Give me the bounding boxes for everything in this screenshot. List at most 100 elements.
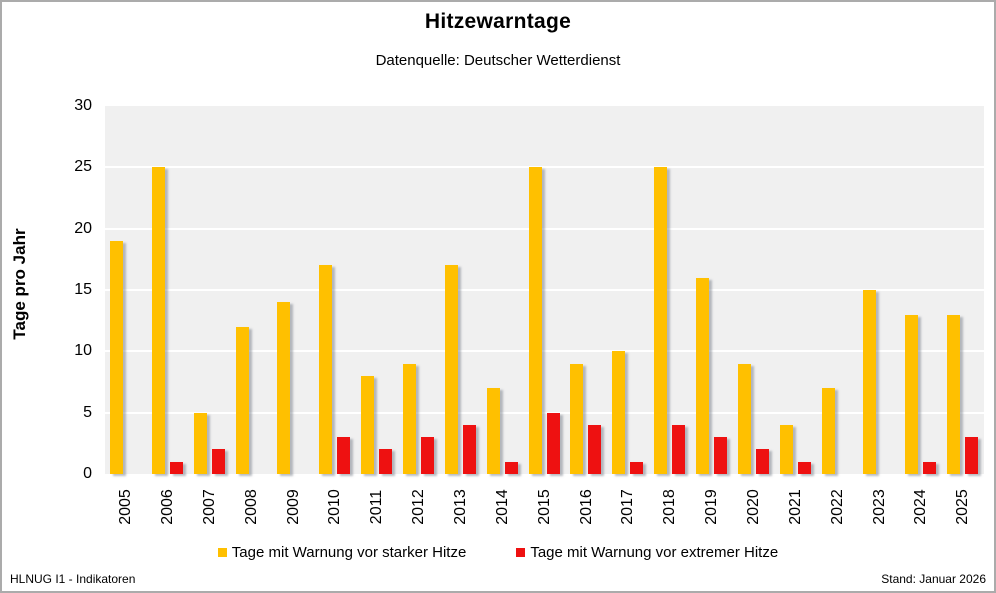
bar-starke-hitze-2015 bbox=[528, 167, 542, 474]
gridline-20 bbox=[105, 227, 984, 230]
bar-extreme-hitze-2019 bbox=[714, 437, 727, 474]
x-tick-label-2013: 2013 bbox=[451, 489, 469, 525]
bar-starke-hitze-2012 bbox=[403, 363, 416, 474]
bar-extreme-hitze-2010 bbox=[337, 437, 351, 474]
legend-item-starke-hitze: Tage mit Warnung vor starker Hitze bbox=[217, 544, 467, 561]
bar-extreme-hitze-2024 bbox=[923, 461, 937, 474]
footer-right-text: Stand: Januar 2026 bbox=[881, 572, 986, 586]
plot-area bbox=[105, 106, 984, 474]
bar-starke-hitze-2013 bbox=[444, 265, 458, 474]
bar-group-2021 bbox=[775, 106, 817, 474]
bar-starke-hitze-2008 bbox=[235, 326, 249, 474]
bar-starke-hitze-2005 bbox=[110, 240, 123, 474]
legend: Tage mit Warnung vor starker Hitze Tage m… bbox=[2, 544, 994, 561]
x-tick-label-2025: 2025 bbox=[954, 489, 972, 525]
gridline-25 bbox=[105, 166, 984, 169]
bar-extreme-hitze-2018 bbox=[672, 424, 686, 474]
footer-left-text: HLNUG I1 - Indikatoren bbox=[10, 572, 136, 586]
gridline-15 bbox=[105, 289, 984, 291]
y-tick-label-25: 25 bbox=[74, 158, 92, 176]
bar-group-2005 bbox=[105, 106, 147, 474]
chart-subtitle: Datenquelle: Deutscher Wetterdienst bbox=[375, 52, 621, 69]
bar-starke-hitze-2010 bbox=[319, 265, 333, 474]
y-tick-label-30: 30 bbox=[74, 97, 92, 114]
bar-extreme-hitze-2006 bbox=[169, 461, 183, 474]
bar-group-2013 bbox=[440, 106, 482, 474]
bar-extreme-hitze-2025 bbox=[965, 437, 979, 474]
x-tick-label-2023: 2023 bbox=[870, 489, 888, 525]
bar-extreme-hitze-2020 bbox=[755, 449, 769, 474]
x-tick-label-2022: 2022 bbox=[828, 489, 846, 525]
bar-group-2015 bbox=[524, 106, 566, 474]
bar-starke-hitze-2020 bbox=[737, 363, 751, 474]
bar-extreme-hitze-2016 bbox=[588, 424, 602, 474]
y-axis-ticks: 0 5 10 15 20 25 30 bbox=[2, 98, 92, 482]
bar-extreme-hitze-2011 bbox=[379, 449, 393, 474]
x-tick-label-2008: 2008 bbox=[242, 489, 260, 525]
bar-starke-hitze-2011 bbox=[361, 375, 375, 474]
x-tick-label-2007: 2007 bbox=[200, 489, 218, 525]
legend-label-starke-hitze: Tage mit Warnung vor starker Hitze bbox=[231, 544, 467, 561]
gridline-10 bbox=[105, 350, 984, 353]
bar-group-2009 bbox=[272, 106, 314, 474]
bar-group-2024 bbox=[900, 106, 942, 474]
bar-group-2017 bbox=[607, 106, 649, 474]
bar-starke-hitze-2007 bbox=[193, 412, 207, 474]
x-tick-label-2012: 2012 bbox=[409, 489, 427, 525]
x-tick-label-2009: 2009 bbox=[284, 489, 302, 525]
bar-extreme-hitze-2017 bbox=[630, 461, 644, 474]
x-tick-label-2016: 2016 bbox=[577, 489, 595, 525]
bar-starke-hitze-2023 bbox=[863, 290, 877, 474]
bar-group-2020 bbox=[733, 106, 775, 474]
x-tick-label-2017: 2017 bbox=[619, 489, 637, 525]
bar-starke-hitze-2016 bbox=[570, 363, 584, 474]
bar-group-2016 bbox=[565, 106, 607, 474]
bar-starke-hitze-2019 bbox=[696, 277, 709, 474]
x-tick-label-2005: 2005 bbox=[116, 489, 134, 525]
x-tick-label-2014: 2014 bbox=[493, 489, 511, 525]
x-tick-label-2006: 2006 bbox=[158, 489, 176, 525]
gridline-5 bbox=[105, 411, 984, 414]
bar-starke-hitze-2017 bbox=[612, 351, 626, 474]
legend-marker-starke-hitze bbox=[217, 548, 227, 557]
y-tick-label-0: 0 bbox=[83, 465, 92, 482]
x-tick-label-2015: 2015 bbox=[535, 489, 553, 525]
bar-group-2006 bbox=[147, 106, 189, 474]
bar-starke-hitze-2006 bbox=[151, 167, 165, 474]
bar-extreme-hitze-2012 bbox=[421, 437, 434, 474]
bar-group-2010 bbox=[314, 106, 356, 474]
bar-extreme-hitze-2007 bbox=[211, 449, 225, 474]
bar-starke-hitze-2024 bbox=[905, 314, 919, 474]
bar-group-2025 bbox=[942, 106, 984, 474]
bar-extreme-hitze-2021 bbox=[797, 461, 811, 474]
x-tick-label-2021: 2021 bbox=[786, 489, 804, 525]
legend-item-extreme-hitze: Tage mit Warnung vor extremer Hitze bbox=[516, 544, 778, 561]
y-tick-label-15: 15 bbox=[74, 281, 92, 298]
bar-starke-hitze-2021 bbox=[779, 424, 793, 474]
x-axis-labels: 2005 2006 2007 2008 2009 2010 2011 2012 2013 2014… bbox=[105, 478, 984, 536]
y-tick-label-5: 5 bbox=[83, 403, 92, 421]
x-tick-label-2019: 2019 bbox=[702, 489, 720, 525]
bar-group-2008 bbox=[231, 106, 273, 474]
bar-extreme-hitze-2014 bbox=[504, 461, 518, 474]
bar-group-2023 bbox=[858, 106, 900, 474]
x-tick-label-2024: 2024 bbox=[912, 489, 930, 525]
x-tick-label-2020: 2020 bbox=[744, 489, 762, 525]
bar-group-2011 bbox=[356, 106, 398, 474]
y-tick-label-10: 10 bbox=[74, 342, 92, 360]
bar-starke-hitze-2022 bbox=[821, 388, 835, 474]
bar-starke-hitze-2018 bbox=[654, 167, 668, 474]
x-tick-label-2010: 2010 bbox=[326, 489, 344, 525]
bar-group-2018 bbox=[649, 106, 691, 474]
bar-group-2012 bbox=[398, 106, 440, 474]
chart-title: Hitzewarntage bbox=[424, 10, 572, 33]
bar-extreme-hitze-2013 bbox=[462, 424, 476, 474]
bar-group-2022 bbox=[817, 106, 859, 474]
bar-group-2007 bbox=[189, 106, 231, 474]
bar-group-2014 bbox=[482, 106, 524, 474]
y-tick-label-20: 20 bbox=[74, 219, 92, 237]
bar-group-2019 bbox=[691, 106, 733, 474]
x-tick-label-2018: 2018 bbox=[661, 489, 679, 525]
bar-starke-hitze-2025 bbox=[947, 314, 961, 474]
